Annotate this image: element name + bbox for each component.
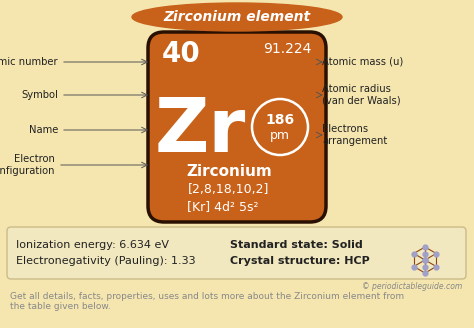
Text: 40: 40 — [162, 40, 201, 68]
Text: 91.224: 91.224 — [264, 42, 312, 56]
Text: Atomic radius
(van der Waals): Atomic radius (van der Waals) — [322, 84, 401, 106]
Text: Atomic number: Atomic number — [0, 57, 58, 67]
Text: Symbol: Symbol — [21, 90, 58, 100]
Text: 186: 186 — [265, 113, 294, 127]
Text: Name: Name — [28, 125, 58, 135]
Text: Zr: Zr — [155, 95, 246, 169]
Text: Zirconium element: Zirconium element — [164, 10, 310, 24]
Text: Crystal structure: HCP: Crystal structure: HCP — [230, 256, 370, 266]
Text: Electrons
arrangement: Electrons arrangement — [322, 124, 387, 146]
Text: Atomic mass (u): Atomic mass (u) — [322, 57, 403, 67]
FancyBboxPatch shape — [7, 227, 466, 279]
Text: Electron
configuration: Electron configuration — [0, 154, 55, 176]
Text: Get all details, facts, properties, uses and lots more about the Zirconium eleme: Get all details, facts, properties, uses… — [10, 292, 404, 311]
Text: Standard state: Solid: Standard state: Solid — [230, 240, 363, 250]
Text: Zirconium: Zirconium — [186, 165, 272, 179]
FancyBboxPatch shape — [148, 32, 326, 222]
Ellipse shape — [132, 3, 342, 31]
Text: Ionization energy: 6.634 eV: Ionization energy: 6.634 eV — [16, 240, 169, 250]
Text: © periodictableguide.com: © periodictableguide.com — [362, 282, 462, 291]
Text: [2,8,18,10,2]: [2,8,18,10,2] — [188, 182, 270, 195]
Text: pm: pm — [270, 129, 290, 141]
Text: [Kr] 4d² 5s²: [Kr] 4d² 5s² — [187, 200, 259, 214]
Text: Electronegativity (Pauling): 1.33: Electronegativity (Pauling): 1.33 — [16, 256, 196, 266]
